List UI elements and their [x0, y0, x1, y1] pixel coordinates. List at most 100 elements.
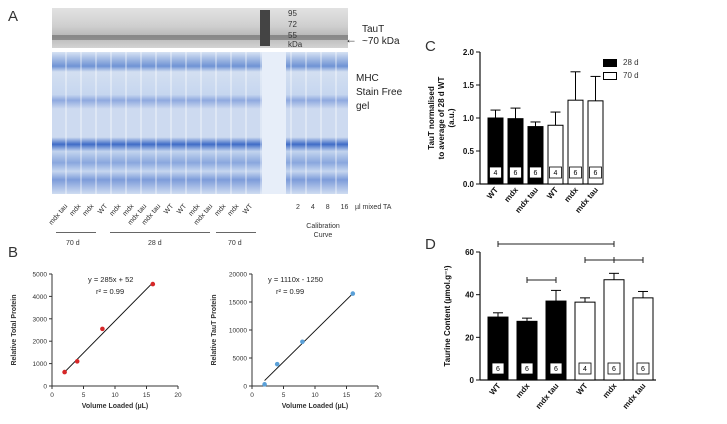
y-tick-label: 5000 — [33, 272, 48, 279]
y-tick-label: 0 — [470, 376, 475, 385]
taut-label: TauT — [362, 24, 385, 35]
panel-a-letter: A — [8, 8, 19, 25]
equation-right: y = 1110x - 1250 — [268, 275, 323, 284]
group-label-28d: 28 d — [148, 240, 162, 247]
cal-lane-labels: 2 4 8 16 — [296, 204, 356, 211]
n-box — [589, 166, 602, 179]
y-axis-label: TauT normalised — [427, 86, 436, 150]
stain-free-gel-image — [52, 52, 348, 194]
x-axis-label: Volume Loaded (µL) — [82, 403, 149, 410]
bar — [603, 279, 625, 381]
cal-lane-16: 16 — [340, 204, 349, 211]
n-label: 6 — [641, 366, 645, 373]
curve-label: Curve — [313, 232, 333, 239]
data-point — [350, 291, 356, 296]
bar — [632, 297, 654, 381]
category-label: WT — [575, 381, 590, 396]
cal-lane-8: 8 — [325, 204, 330, 211]
data-point — [74, 359, 80, 364]
y-tick-label: 10000 — [229, 328, 247, 335]
group-label-70d-b: 70 d — [228, 240, 242, 247]
y-tick-label: 4000 — [33, 294, 48, 301]
legend-70d: 70 d — [603, 71, 639, 80]
ladder-95: 95 — [288, 9, 297, 18]
n-box — [529, 166, 542, 179]
legend-28d-label: 28 d — [623, 58, 639, 67]
y-tick-label: 1.0 — [463, 114, 475, 123]
n-label: 6 — [514, 170, 518, 177]
x-tick-label: 15 — [343, 392, 351, 399]
y-tick-label: 0 — [243, 384, 247, 391]
panel-d-chart: 0 20 40 60 6 WT 6 mdx 6 mdx tau 4 WT 6 mdx 6 mdx tau Tau… — [443, 241, 656, 411]
group-label-70d-a: 70 d — [66, 240, 80, 247]
arrow-left-icon: ← — [345, 32, 357, 46]
x-tick-label: 0 — [250, 392, 254, 399]
y-axis-label: to average of 28 d WT — [437, 77, 446, 160]
y-axis-label: (a.u.) — [447, 108, 456, 127]
lane-label: mdx — [68, 203, 83, 218]
category-label: mdx — [514, 381, 532, 400]
calibration-label: Calibration — [306, 223, 340, 230]
y-tick-label: 20 — [465, 333, 474, 342]
legend-70d-label: 70 d — [623, 71, 639, 80]
y-axis-label: Relative TauT Protein — [211, 294, 218, 365]
lane-label: mdx — [81, 203, 96, 218]
legend-swatch-white — [603, 71, 617, 80]
n-box — [636, 362, 650, 375]
category-label: mdx — [601, 381, 619, 400]
ladder-kda: kDa — [288, 40, 303, 49]
cal-lane-4: 4 — [310, 204, 315, 211]
cal-unit-label: µl mixed TA — [355, 204, 392, 211]
x-tick-label: 0 — [50, 392, 54, 399]
lane-label: WT — [175, 203, 189, 216]
y-tick-label: 0.5 — [463, 147, 475, 156]
category-label: mdx — [563, 185, 581, 204]
n-box — [549, 166, 562, 179]
cal-lane-2: 2 — [296, 204, 300, 211]
x-tick-label: 20 — [174, 392, 182, 399]
y-tick-label: 60 — [465, 248, 474, 257]
legend-28d: 28 d — [603, 58, 639, 67]
data-point — [274, 361, 280, 367]
r2-right: r² = 0.99 — [276, 287, 304, 296]
gel-label: gel — [356, 101, 370, 112]
lane-label: WT — [162, 203, 175, 216]
n-label: 6 — [525, 366, 529, 373]
fit-line — [264, 293, 354, 381]
data-point — [150, 281, 156, 287]
panel-d-letter: D — [425, 236, 436, 253]
y-tick-label: 2000 — [33, 339, 48, 346]
category-label: mdx tau — [621, 381, 648, 410]
lane-label: mdx — [213, 203, 228, 218]
western-blot-image — [52, 8, 348, 48]
x-tick-label: 10 — [111, 392, 119, 399]
n-label: 6 — [554, 366, 558, 373]
group-bracket-28d — [110, 232, 210, 233]
group-bracket-70d-a — [56, 232, 96, 233]
y-tick-label: 5000 — [233, 356, 248, 363]
y-tick-label: 15000 — [229, 300, 247, 307]
n-box — [549, 362, 563, 375]
x-tick-label: 5 — [282, 392, 286, 399]
category-label: WT — [545, 185, 560, 200]
ladder-72: 72 — [288, 20, 297, 29]
n-label: 6 — [594, 170, 598, 177]
y-tick-label: 2.0 — [463, 48, 475, 57]
x-tick-label: 15 — [143, 392, 151, 399]
y-tick-label: 1000 — [33, 361, 48, 368]
panel-c-letter: C — [425, 38, 436, 55]
n-label: 6 — [612, 366, 616, 373]
data-point — [100, 326, 105, 332]
data-point — [300, 339, 305, 345]
equation-left: y = 285x + 52 — [88, 275, 133, 284]
panel-b-charts: 0 1000 2000 3000 4000 5000 0 5 10 15 20 Volume Load… — [11, 272, 382, 411]
category-label: WT — [485, 185, 500, 200]
n-label: 4 — [554, 170, 558, 177]
n-box — [578, 362, 592, 375]
y-axis-label: Taurine Content (µmol.g⁻¹) — [443, 265, 452, 366]
y-tick-label: 3000 — [33, 316, 48, 323]
legend-swatch-black — [603, 58, 617, 67]
n-label: 4 — [583, 366, 587, 373]
y-tick-label: 20000 — [229, 272, 247, 279]
